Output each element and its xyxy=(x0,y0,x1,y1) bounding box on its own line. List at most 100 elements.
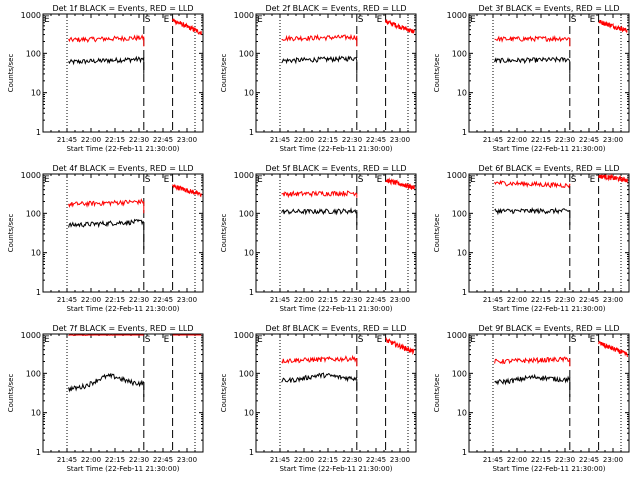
events-trace-seg-1 xyxy=(494,207,571,226)
x-tick-label: 22:30 xyxy=(129,456,149,464)
x-tick-label: 22:15 xyxy=(105,136,125,144)
x-tick-label: 21:45 xyxy=(483,136,503,144)
s-marker: S xyxy=(358,175,364,185)
y-tick-label: 100 xyxy=(26,209,41,218)
e-marker-left: E xyxy=(470,175,476,185)
x-tick-label: 22:00 xyxy=(81,136,101,144)
y-tick-label: 100 xyxy=(26,49,41,58)
panel-det-6: Det 6f BLACK = Events, RED = LLD 1 10 100 10… xyxy=(433,164,630,313)
panel-title: Det 2f BLACK = Events, RED = LLD xyxy=(265,4,406,13)
panel-det-9: Det 9f BLACK = Events, RED = LLD 1 10 100 10… xyxy=(433,324,630,473)
x-axis-label: Start Time (22-Feb-11 21:30:00) xyxy=(66,145,179,153)
y-tick-label: 10 xyxy=(244,89,254,98)
panel-det-1: Det 1f BLACK = Events, RED = LLD 1 10 100 10… xyxy=(7,4,204,153)
s-marker: S xyxy=(571,15,577,25)
e-marker: E xyxy=(164,335,170,345)
y-tick-label: 1000 xyxy=(234,11,254,20)
s-marker: S xyxy=(145,335,151,345)
lld-trace-seg-2 xyxy=(598,173,628,184)
x-tick-label: 22:45 xyxy=(366,136,386,144)
s-marker: S xyxy=(145,15,151,25)
lld-trace-seg-2 xyxy=(385,177,415,190)
e-marker-left: E xyxy=(257,175,263,185)
s-marker: S xyxy=(145,175,151,185)
y-axis-label: Counts/sec xyxy=(7,214,15,253)
events-trace-seg-1 xyxy=(281,207,358,226)
events-trace-seg-1 xyxy=(281,372,358,392)
x-tick-label: 21:45 xyxy=(57,456,77,464)
y-tick-label: 1000 xyxy=(234,331,254,340)
y-axis-label: Counts/sec xyxy=(433,374,441,413)
events-trace-seg-1 xyxy=(68,218,145,250)
x-tick-label: 22:30 xyxy=(555,296,575,304)
y-axis-label: Counts/sec xyxy=(7,54,15,93)
e-marker: E xyxy=(164,175,170,185)
y-axis-label: Counts/sec xyxy=(220,54,228,93)
y-tick-label: 1000 xyxy=(234,171,254,180)
x-axis-label: Start Time (22-Feb-11 21:30:00) xyxy=(492,305,605,313)
x-axis-label: Start Time (22-Feb-11 21:30:00) xyxy=(492,145,605,153)
y-tick-label: 10 xyxy=(244,249,254,258)
x-tick-label: 21:45 xyxy=(483,456,503,464)
x-tick-label: 22:45 xyxy=(153,136,173,144)
y-tick-label: 1 xyxy=(249,128,254,137)
x-tick-label: 22:15 xyxy=(105,296,125,304)
e-marker: E xyxy=(590,335,596,345)
y-axis-label: Counts/sec xyxy=(433,54,441,93)
panel-det-4: Det 4f BLACK = Events, RED = LLD 1 10 100 10… xyxy=(7,164,204,313)
y-tick-label: 10 xyxy=(31,409,41,418)
panel-det-2: Det 2f BLACK = Events, RED = LLD 1 10 100 10… xyxy=(220,4,417,153)
e-marker: E xyxy=(377,175,383,185)
x-axis-label: Start Time (22-Feb-11 21:30:00) xyxy=(279,465,392,473)
events-trace-seg-1 xyxy=(68,55,145,74)
x-tick-label: 22:00 xyxy=(81,296,101,304)
lld-trace-seg-1 xyxy=(281,354,358,367)
x-tick-label: 21:45 xyxy=(57,136,77,144)
x-tick-label: 22:00 xyxy=(507,456,527,464)
x-tick-label: 22:30 xyxy=(342,136,362,144)
e-marker: E xyxy=(590,175,596,185)
x-tick-label: 22:15 xyxy=(531,296,551,304)
y-tick-label: 10 xyxy=(31,249,41,258)
events-trace-seg-1 xyxy=(281,55,358,74)
x-tick-label: 22:30 xyxy=(342,296,362,304)
s-marker: S xyxy=(358,15,364,25)
y-axis-label: Counts/sec xyxy=(220,214,228,253)
x-axis-label: Start Time (22-Feb-11 21:30:00) xyxy=(279,145,392,153)
x-tick-label: 23:00 xyxy=(390,136,410,144)
x-tick-label: 22:45 xyxy=(153,296,173,304)
x-axis-label: Start Time (22-Feb-11 21:30:00) xyxy=(492,465,605,473)
lld-trace-seg-1 xyxy=(494,356,571,367)
x-tick-label: 22:45 xyxy=(579,136,599,144)
panel-title: Det 8f BLACK = Events, RED = LLD xyxy=(265,324,406,333)
lld-trace-seg-1 xyxy=(281,190,358,199)
e-marker-left: E xyxy=(257,15,263,25)
y-tick-label: 1 xyxy=(36,288,41,297)
y-tick-label: 1 xyxy=(462,288,467,297)
lld-trace-seg-1 xyxy=(68,334,144,337)
y-tick-label: 100 xyxy=(452,49,467,58)
lld-trace-seg-2 xyxy=(385,337,415,356)
e-marker-left: E xyxy=(470,335,476,345)
panel-title: Det 3f BLACK = Events, RED = LLD xyxy=(478,4,619,13)
y-tick-label: 10 xyxy=(457,89,467,98)
x-tick-label: 21:45 xyxy=(270,136,290,144)
y-tick-label: 100 xyxy=(239,209,254,218)
y-tick-label: 100 xyxy=(452,209,467,218)
x-tick-label: 22:45 xyxy=(579,456,599,464)
y-tick-label: 100 xyxy=(239,49,254,58)
panel-det-3: Det 3f BLACK = Events, RED = LLD 1 10 100 10… xyxy=(433,4,630,153)
y-tick-label: 10 xyxy=(31,89,41,98)
x-axis-label: Start Time (22-Feb-11 21:30:00) xyxy=(66,305,179,313)
panel-title: Det 7f BLACK = Events, RED = LLD xyxy=(52,324,193,333)
panel-title: Det 6f BLACK = Events, RED = LLD xyxy=(478,164,619,173)
e-marker-left: E xyxy=(44,175,50,185)
e-marker: E xyxy=(590,15,596,25)
x-tick-label: 22:30 xyxy=(555,136,575,144)
y-tick-label: 1 xyxy=(36,128,41,137)
panel-title: Det 4f BLACK = Events, RED = LLD xyxy=(52,164,193,173)
x-tick-label: 22:15 xyxy=(318,136,338,144)
x-tick-label: 23:00 xyxy=(177,136,197,144)
x-tick-label: 22:15 xyxy=(318,296,338,304)
